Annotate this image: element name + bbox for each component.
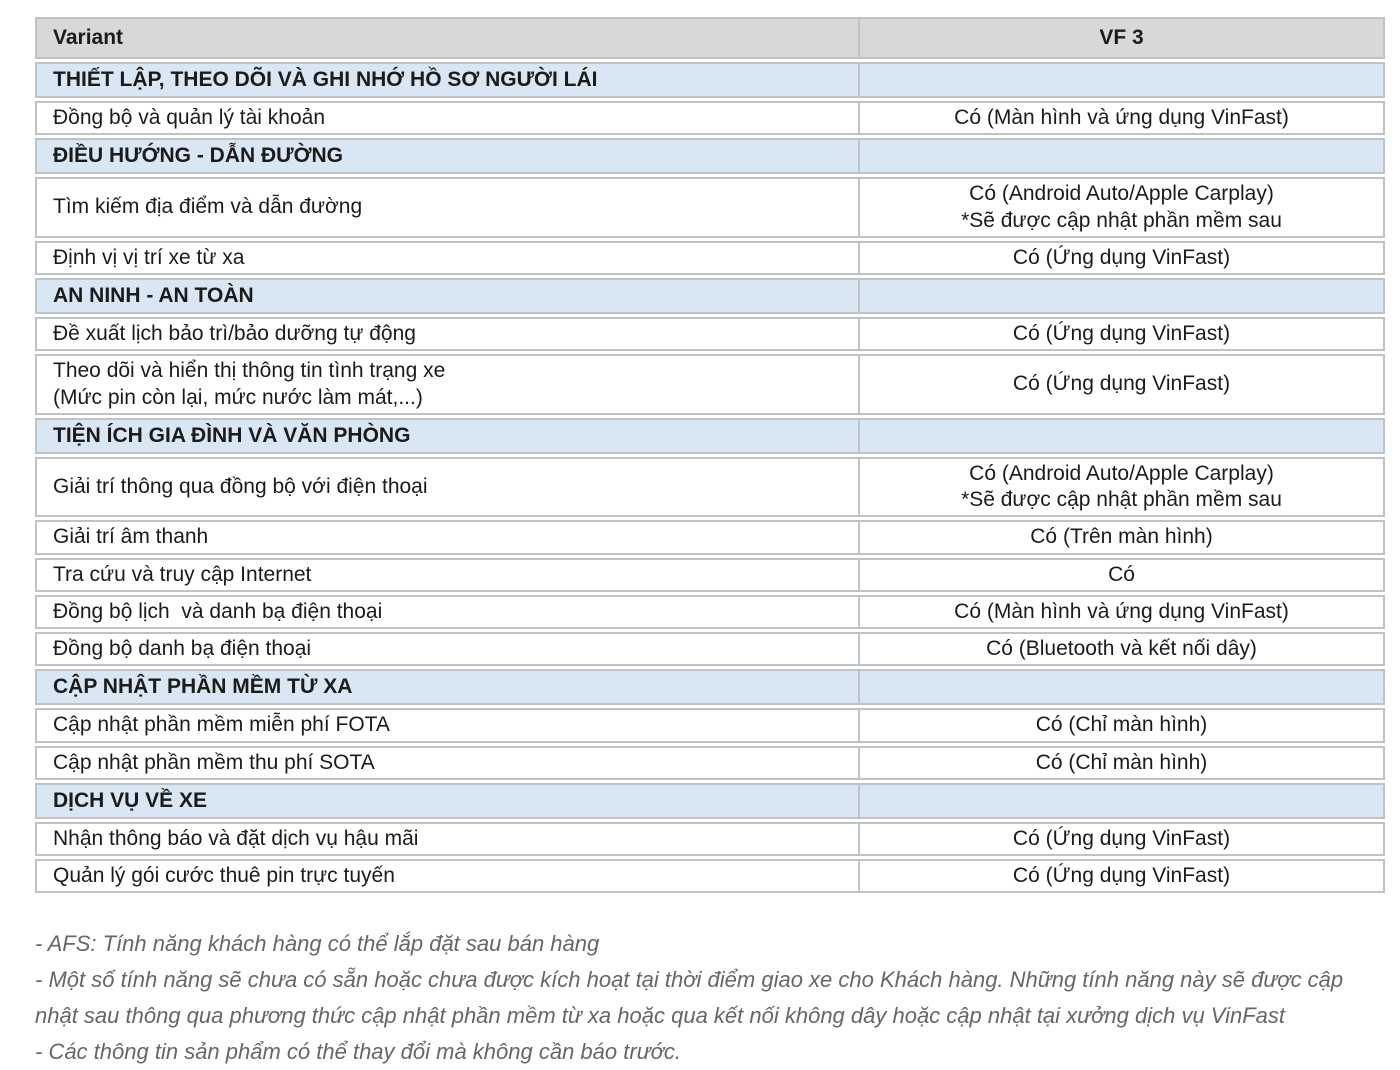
feature-value: Có (Chỉ màn hình): [860, 708, 1385, 743]
section-row: TIỆN ÍCH GIA ĐÌNH VÀ VĂN PHÒNG: [35, 417, 1385, 454]
column-header-variant: Variant: [35, 17, 860, 59]
feature-name: Đề xuất lịch bảo trì/bảo dưỡng tự động: [35, 317, 860, 352]
section-spacer: [860, 62, 1385, 98]
column-header-vf3: VF 3: [860, 17, 1385, 59]
feature-value: Có (Android Auto/Apple Carplay) *Sẽ được…: [860, 177, 1385, 238]
feature-row: Nhận thông báo và đặt dịch vụ hậu mãi Có …: [35, 821, 1385, 856]
section-spacer: [860, 782, 1385, 819]
feature-value: Có (Ứng dụng VinFast): [860, 859, 1385, 894]
feature-name: Quản lý gói cước thuê pin trực tuyến: [35, 859, 860, 894]
feature-row: Đồng bộ danh bạ điện thoại Có (Bluetooth …: [35, 632, 1385, 667]
footnotes: - AFS: Tính năng khách hàng có thể lắp đ…: [35, 926, 1365, 1069]
section-title: AN NINH - AN TOÀN: [35, 278, 860, 314]
feature-value: Có: [860, 557, 1385, 592]
section-title: TIỆN ÍCH GIA ĐÌNH VÀ VĂN PHÒNG: [35, 417, 860, 454]
feature-row: Cập nhật phần mềm miễn phí FOTA Có (Chỉ m…: [35, 708, 1385, 743]
header-row: Variant VF 3: [35, 17, 1385, 59]
footnote-availability: - Một số tính năng sẽ chưa có sẵn hoặc c…: [35, 967, 1344, 1028]
section-title: THIẾT LẬP, THEO DÕI VÀ GHI NHỚ HỒ SƠ NGƯ…: [35, 62, 860, 98]
section-row: CẬP NHẬT PHẦN MỀM TỪ XA: [35, 669, 1385, 706]
section-spacer: [860, 417, 1385, 454]
feature-name: Đồng bộ và quản lý tài khoản: [35, 101, 860, 136]
feature-value: Có (Ứng dụng VinFast): [860, 240, 1385, 275]
feature-name: Đồng bộ lịch và danh bạ điện thoại: [35, 594, 860, 629]
feature-value: Có (Bluetooth và kết nối dây): [860, 632, 1385, 667]
section-spacer: [860, 138, 1385, 175]
feature-name: Định vị vị trí xe từ xa: [35, 240, 860, 275]
feature-name: Theo dõi và hiển thị thông tin tình trạn…: [35, 354, 860, 415]
feature-row: Đồng bộ lịch và danh bạ điện thoại Có (Mà…: [35, 594, 1385, 629]
feature-value: Có (Android Auto/Apple Carplay) *Sẽ được…: [860, 456, 1385, 518]
section-title: ĐIỀU HƯỚNG - DẪN ĐƯỜNG: [35, 138, 860, 175]
feature-value: Có (Ứng dụng VinFast): [860, 317, 1385, 352]
feature-name: Cập nhật phần mềm thu phí SOTA: [35, 745, 860, 780]
feature-name: Tìm kiếm địa điểm và dẫn đường: [35, 177, 860, 238]
feature-value: Có (Trên màn hình): [860, 520, 1385, 555]
feature-name: Giải trí âm thanh: [35, 520, 860, 555]
footnote-disclaimer: - Các thông tin sản phẩm có thể thay đổi…: [35, 1038, 682, 1064]
footnote-afs: - AFS: Tính năng khách hàng có thể lắp đ…: [35, 931, 600, 957]
feature-name: Tra cứu và truy cập Internet: [35, 557, 860, 592]
feature-row: Giải trí thông qua đồng bộ với điện thoạ…: [35, 456, 1385, 518]
feature-row: Đề xuất lịch bảo trì/bảo dưỡng tự động Có…: [35, 317, 1385, 352]
feature-value: Có (Ứng dụng VinFast): [860, 821, 1385, 856]
feature-name: Nhận thông báo và đặt dịch vụ hậu mãi: [35, 821, 860, 856]
feature-value: Có (Ứng dụng VinFast): [860, 354, 1385, 415]
section-spacer: [860, 669, 1385, 706]
feature-row: Tra cứu và truy cập Internet Có: [35, 557, 1385, 592]
feature-row: Giải trí âm thanh Có (Trên màn hình): [35, 520, 1385, 555]
feature-row: Quản lý gói cước thuê pin trực tuyến Có (…: [35, 859, 1385, 894]
section-row: DỊCH VỤ VỀ XE: [35, 782, 1385, 819]
feature-name: Cập nhật phần mềm miễn phí FOTA: [35, 708, 860, 743]
feature-value: Có (Màn hình và ứng dụng VinFast): [860, 101, 1385, 136]
feature-row: Tìm kiếm địa điểm và dẫn đường Có (Androi…: [35, 177, 1385, 238]
feature-name: Giải trí thông qua đồng bộ với điện thoạ…: [35, 456, 860, 518]
feature-row: Định vị vị trí xe từ xa Có (Ứng dụng VinF…: [35, 240, 1385, 275]
feature-row: Theo dõi và hiển thị thông tin tình trạn…: [35, 354, 1385, 415]
section-title: DỊCH VỤ VỀ XE: [35, 782, 860, 819]
section-spacer: [860, 278, 1385, 314]
section-row: AN NINH - AN TOÀN: [35, 278, 1385, 314]
feature-row: Đồng bộ và quản lý tài khoản Có (Màn hình…: [35, 101, 1385, 136]
feature-table: Variant VF 3 THIẾT LẬP, THEO DÕI VÀ GHI …: [35, 14, 1385, 896]
section-row: ĐIỀU HƯỚNG - DẪN ĐƯỜNG: [35, 138, 1385, 175]
section-row: THIẾT LẬP, THEO DÕI VÀ GHI NHỚ HỒ SƠ NGƯ…: [35, 62, 1385, 98]
section-title: CẬP NHẬT PHẦN MỀM TỪ XA: [35, 669, 860, 706]
feature-value: Có (Chỉ màn hình): [860, 745, 1385, 780]
feature-name: Đồng bộ danh bạ điện thoại: [35, 632, 860, 667]
table-body: THIẾT LẬP, THEO DÕI VÀ GHI NHỚ HỒ SƠ NGƯ…: [35, 62, 1385, 894]
feature-value: Có (Màn hình và ứng dụng VinFast): [860, 594, 1385, 629]
feature-row: Cập nhật phần mềm thu phí SOTA Có (Chỉ mà…: [35, 745, 1385, 780]
